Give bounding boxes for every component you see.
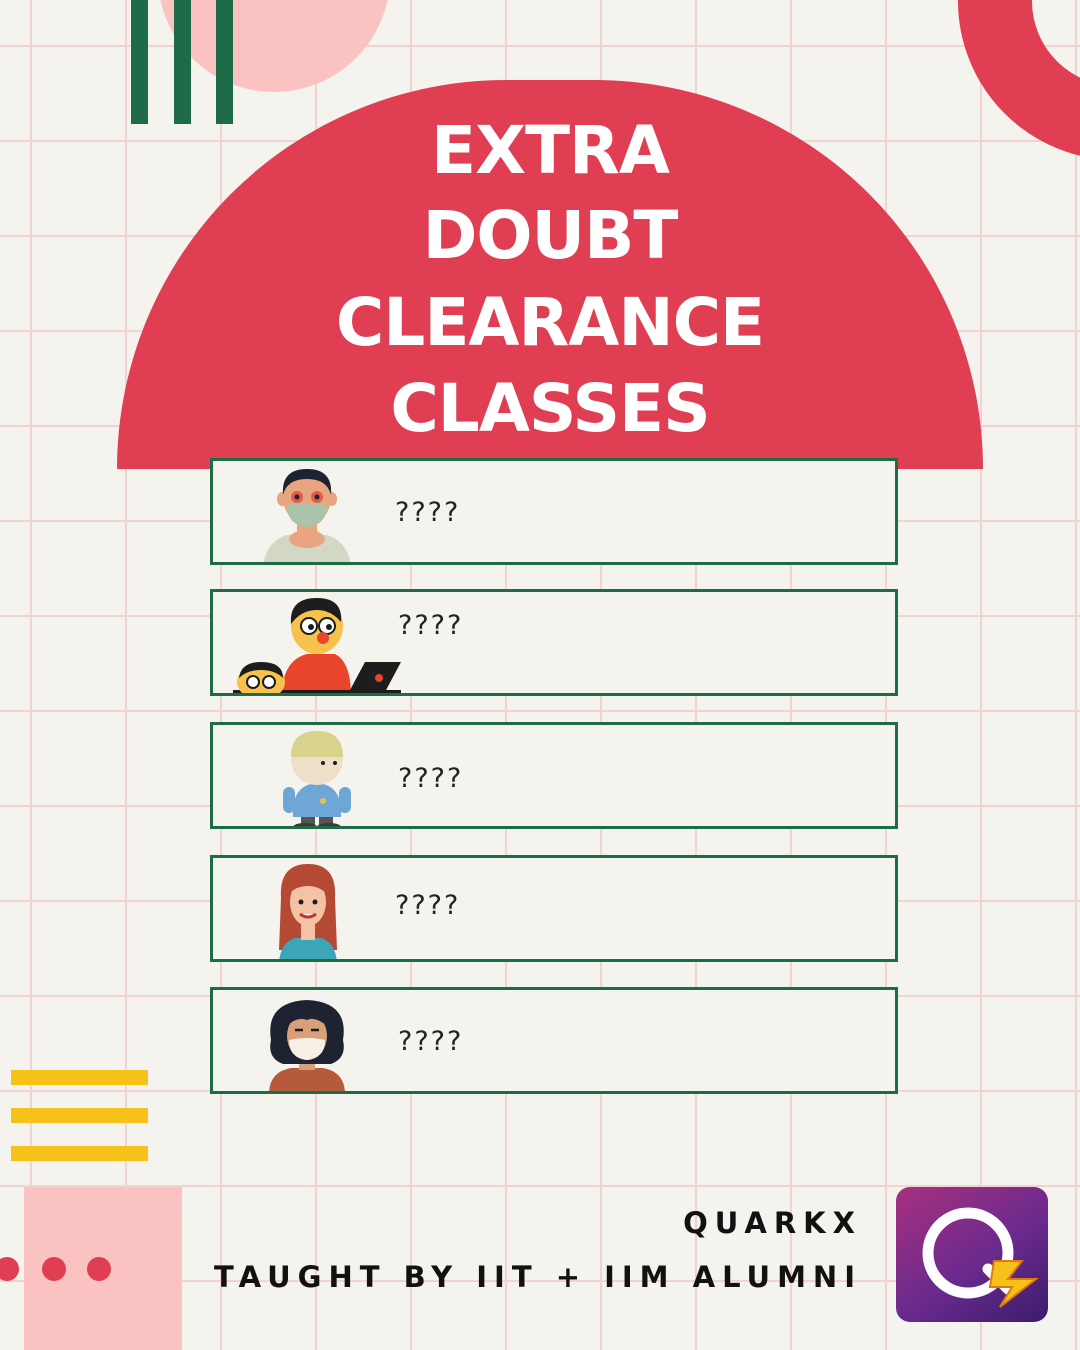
list-item: ???? — [210, 589, 898, 696]
headline-line-3: CLEARANCE — [335, 284, 765, 361]
decorative-dot — [87, 1257, 111, 1281]
capped-boy-avatar-icon — [283, 731, 351, 826]
decorative-green-bar — [216, 0, 233, 124]
card-text: ???? — [398, 610, 464, 641]
laptop-boy-avatar-icon — [233, 598, 401, 693]
decorative-pink-circle — [158, 0, 390, 92]
red-haired-woman-avatar-icon — [279, 864, 337, 959]
quarkx-q-lightning-logo-icon — [896, 1187, 1048, 1322]
card-text: ???? — [395, 890, 461, 921]
decorative-yellow-bar — [11, 1070, 148, 1085]
masked-woman-avatar-icon — [269, 1000, 345, 1091]
headline-line-1: EXTRA — [431, 112, 670, 189]
headline-line-2: DOUBT — [422, 197, 679, 274]
card-text: ???? — [395, 497, 461, 528]
card-text: ???? — [398, 763, 464, 794]
masked-man-avatar-icon — [263, 469, 351, 562]
decorative-green-bar — [174, 0, 191, 124]
list-item: ???? — [210, 458, 898, 565]
decorative-green-bar — [131, 0, 148, 124]
list-item: ???? — [210, 855, 898, 962]
decorative-dot — [42, 1257, 66, 1281]
brand-name: QUARKX — [683, 1206, 862, 1240]
decorative-dot — [0, 1257, 19, 1281]
list-item: ???? — [210, 722, 898, 829]
headline-line-4: CLASSES — [390, 370, 710, 447]
decorative-yellow-bar — [11, 1108, 148, 1123]
tagline: TAUGHT BY IIT + IIM ALUMNI — [214, 1260, 862, 1294]
list-item: ???? — [210, 987, 898, 1094]
card-text: ???? — [398, 1026, 464, 1057]
decorative-yellow-bar — [11, 1146, 148, 1161]
